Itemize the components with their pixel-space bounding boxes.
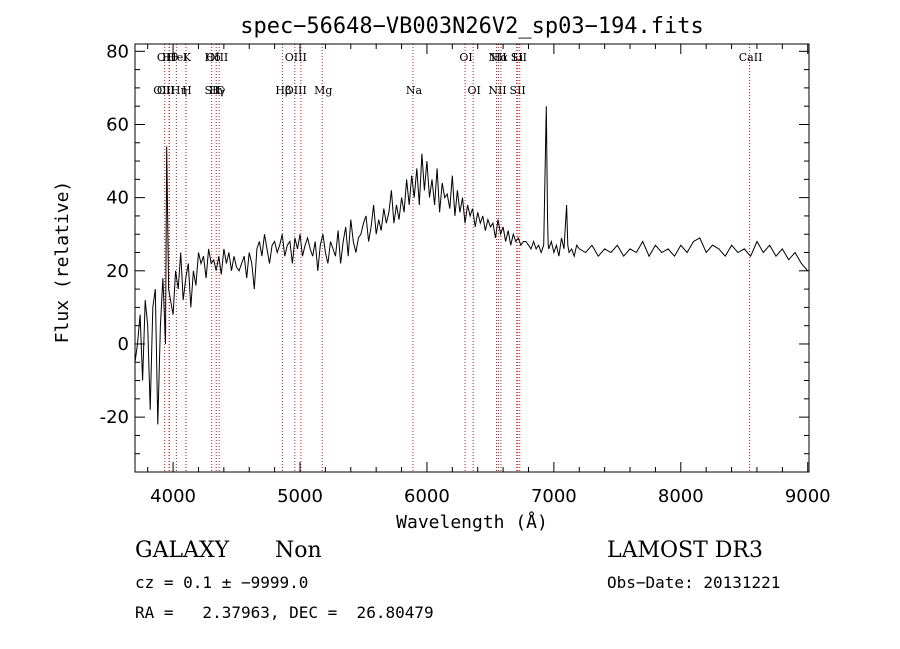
spectrum-chart: spec−56648−VB003N26V2_sp03−194.fits OIIO…	[52, 14, 831, 533]
survey-label: LAMOST DR3	[607, 538, 763, 563]
y-tick-label: 80	[106, 41, 129, 62]
line-marker-label: NII	[488, 51, 506, 64]
line-marker-label: CaII	[739, 51, 763, 64]
x-tick-label: 9000	[785, 486, 831, 507]
line-marker-label: OI	[467, 84, 480, 97]
line-marker-label: Li	[512, 51, 523, 64]
line-marker-label: OIII	[285, 84, 307, 97]
obs-date-readout: Obs−Date: 20131221	[607, 573, 781, 592]
plot-frame	[134, 43, 810, 473]
chart-title: spec−56648−VB003N26V2_sp03−194.fits	[240, 14, 704, 39]
y-tick-label: -20	[100, 407, 129, 428]
line-marker-label: Hγ	[209, 84, 226, 97]
y-tick-label: 20	[106, 261, 129, 282]
line-marker-label: H	[182, 84, 192, 97]
y-tick-label: 40	[106, 188, 129, 209]
object-class: GALAXY	[135, 538, 230, 563]
line-marker-label: SII	[511, 51, 527, 64]
x-tick-label: 6000	[404, 486, 450, 507]
x-tick-label: 4000	[150, 486, 196, 507]
object-subclass: Non	[275, 538, 322, 563]
x-tick-label: 7000	[531, 486, 577, 507]
y-tick-label: 60	[106, 114, 129, 135]
x-tick-label: 8000	[658, 486, 704, 507]
line-marker-label: G	[216, 84, 225, 97]
line-marker-label: SII	[510, 84, 526, 97]
line-markers	[164, 44, 751, 472]
line-marker-label: OIIHη	[153, 84, 187, 97]
line-marker-label: Na	[406, 84, 423, 97]
line-marker-label: Hα	[491, 51, 509, 64]
redshift-readout: cz = 0.1 ± −9999.0	[135, 573, 309, 592]
line-marker-label: Hβ	[275, 84, 291, 97]
line-marker-label: HeI	[167, 51, 187, 64]
x-axis-label: Wavelength (Å)	[396, 511, 548, 533]
line-marker-label: SII	[205, 84, 221, 97]
line-marker-label: OII	[157, 51, 175, 64]
line-marker-label: Hθ	[162, 51, 179, 64]
line-marker-label: Hδ	[205, 51, 222, 64]
x-axis-ticks: 4000 5000 6000 7000 8000 9000	[147, 44, 831, 507]
x-tick-label: 5000	[277, 486, 323, 507]
line-marker-label: K	[183, 51, 192, 64]
line-marker-label: OI	[459, 51, 472, 64]
y-axis-label: Flux (relative)	[52, 181, 73, 344]
line-marker-label: OIII	[206, 51, 228, 64]
y-axis-ticks: -20 0 20 40 60 80	[100, 41, 809, 455]
spectrum-line	[134, 106, 809, 425]
y-tick-label: 0	[118, 334, 129, 355]
line-marker-label: OII	[157, 84, 175, 97]
line-marker-label: OIII	[285, 51, 307, 64]
line-marker-label: NII	[488, 84, 506, 97]
coordinates-readout: RA = 2.37963, DEC = 26.80479	[135, 603, 434, 622]
line-marker-label: Mg	[314, 84, 332, 97]
